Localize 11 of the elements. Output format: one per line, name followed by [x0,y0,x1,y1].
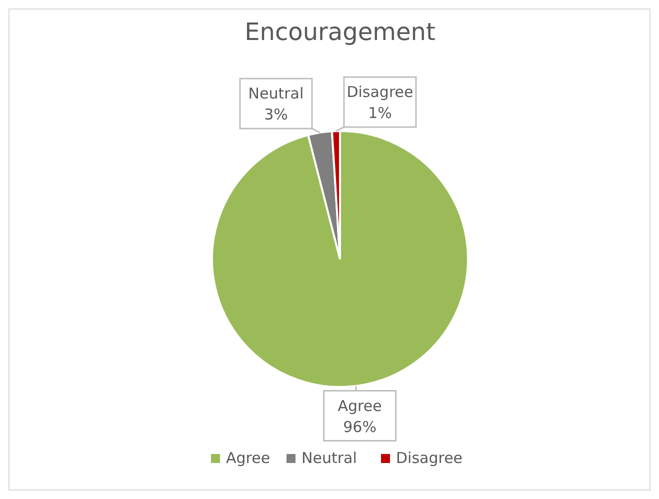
pie-slice [211,130,469,388]
slice-label: Neutral [248,84,304,103]
data-label: 1% [368,104,392,122]
legend-label: Agree [226,449,270,467]
data-label: 96% [343,418,376,436]
chart-title: Encouragement [244,18,436,46]
slice-label: Agree [338,396,382,415]
legend-label: Neutral [302,449,357,467]
data-label: 3% [264,106,288,124]
slice-label: Disagree [346,83,414,102]
legend-label: Disagree [396,449,463,467]
